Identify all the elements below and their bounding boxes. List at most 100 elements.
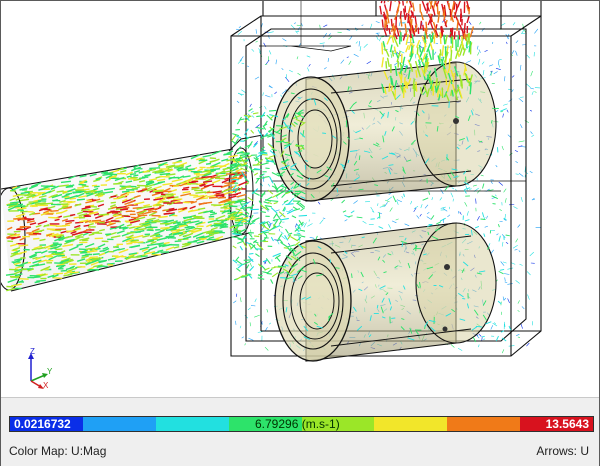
velocity-arrow <box>481 337 483 342</box>
velocity-arrow <box>472 184 477 187</box>
velocity-arrow <box>521 146 526 148</box>
velocity-arrow <box>427 13 433 23</box>
velocity-arrow <box>52 274 59 278</box>
velocity-arrow <box>257 274 263 277</box>
velocity-arrow <box>282 141 288 144</box>
velocity-arrow <box>118 226 128 229</box>
velocity-arrow <box>203 209 214 214</box>
velocity-arrow <box>235 157 243 160</box>
velocity-arrow <box>363 43 368 48</box>
velocity-arrow <box>50 185 60 190</box>
velocity-arrow <box>356 325 363 331</box>
velocity-arrow <box>399 63 405 75</box>
velocity-arrow <box>90 261 99 266</box>
velocity-arrow <box>115 216 124 220</box>
velocity-arrow <box>65 219 75 223</box>
velocity-arrow <box>451 308 456 313</box>
velocity-arrow <box>254 167 261 171</box>
velocity-arrow <box>151 251 160 255</box>
velocity-arrow <box>165 235 173 238</box>
velocity-arrow <box>7 226 13 231</box>
velocity-arrow <box>450 344 455 348</box>
velocity-arrow <box>247 256 254 263</box>
velocity-arrow <box>434 228 441 232</box>
velocity-arrow <box>464 219 470 222</box>
velocity-arrow <box>447 214 451 218</box>
velocity-arrow <box>194 172 200 175</box>
velocity-arrow <box>126 191 135 194</box>
velocity-arrow <box>246 201 251 204</box>
velocity-arrow <box>201 172 212 178</box>
velocity-arrow <box>515 280 520 284</box>
velocity-arrow <box>248 108 253 112</box>
velocity-arrow <box>152 190 163 193</box>
velocity-arrow <box>401 195 404 199</box>
velocity-arrow <box>453 31 456 40</box>
velocity-arrow <box>48 250 58 253</box>
velocity-arrow <box>498 235 501 242</box>
velocity-arrow <box>256 126 264 130</box>
velocity-arrow <box>83 224 90 227</box>
velocity-arrow <box>388 164 394 166</box>
velocity-arrow <box>474 225 480 229</box>
velocity-arrow <box>115 207 122 211</box>
velocity-arrow <box>223 170 233 174</box>
velocity-arrow <box>247 154 252 159</box>
velocity-arrow <box>85 247 96 250</box>
scene-svg[interactable] <box>1 1 599 397</box>
velocity-arrow <box>294 150 298 155</box>
velocity-arrow <box>482 70 485 76</box>
velocity-arrow <box>400 74 403 84</box>
velocity-arrow <box>130 244 141 249</box>
velocity-arrow <box>420 57 425 67</box>
velocity-arrow <box>265 196 273 202</box>
velocity-arrow <box>202 229 213 234</box>
velocity-arrow <box>383 70 389 81</box>
velocity-arrow <box>497 300 502 305</box>
velocity-arrow <box>478 333 482 337</box>
velocity-arrow <box>451 187 455 190</box>
velocity-arrow <box>207 195 215 198</box>
velocity-arrow <box>463 63 468 72</box>
velocity-arrow <box>422 24 425 31</box>
velocity-arrow <box>66 205 73 209</box>
velocity-arrow <box>264 175 270 178</box>
velocity-arrow <box>231 158 241 161</box>
velocity-arrow <box>402 1 404 6</box>
velocity-arrow <box>283 144 291 150</box>
velocity-arrow <box>195 195 205 201</box>
velocity-arrow <box>237 216 249 221</box>
velocity-arrow <box>240 152 250 154</box>
velocity-arrow <box>158 215 168 219</box>
velocity-arrow <box>253 172 259 176</box>
velocity-arrow <box>260 229 270 234</box>
velocity-arrow <box>170 228 181 232</box>
velocity-arrow <box>244 177 250 183</box>
3d-viewport[interactable]: Z Y X <box>1 1 599 397</box>
velocity-arrow <box>475 325 483 328</box>
velocity-arrow <box>407 262 411 269</box>
velocity-arrow <box>379 285 386 290</box>
velocity-arrow <box>296 223 302 230</box>
velocity-arrow <box>478 58 481 65</box>
velocity-arrow <box>426 59 429 68</box>
velocity-arrow <box>27 268 35 272</box>
velocity-arrow <box>451 168 458 171</box>
velocity-arrow <box>469 26 475 38</box>
velocity-arrow <box>388 152 396 156</box>
velocity-arrow <box>305 296 312 301</box>
velocity-arrow <box>410 139 416 145</box>
velocity-arrow <box>353 176 360 181</box>
velocity-arrow <box>299 132 306 138</box>
velocity-arrow <box>296 202 304 209</box>
velocity-arrow <box>60 269 67 272</box>
velocity-arrow <box>232 245 237 249</box>
velocity-arrow <box>297 109 304 114</box>
velocity-arrow <box>526 342 530 347</box>
velocity-arrow <box>267 222 273 226</box>
velocity-arrow <box>197 168 204 172</box>
velocity-arrow <box>342 210 347 213</box>
velocity-arrow <box>106 222 116 227</box>
velocity-arrow <box>436 3 439 15</box>
velocity-arrow <box>274 187 279 193</box>
